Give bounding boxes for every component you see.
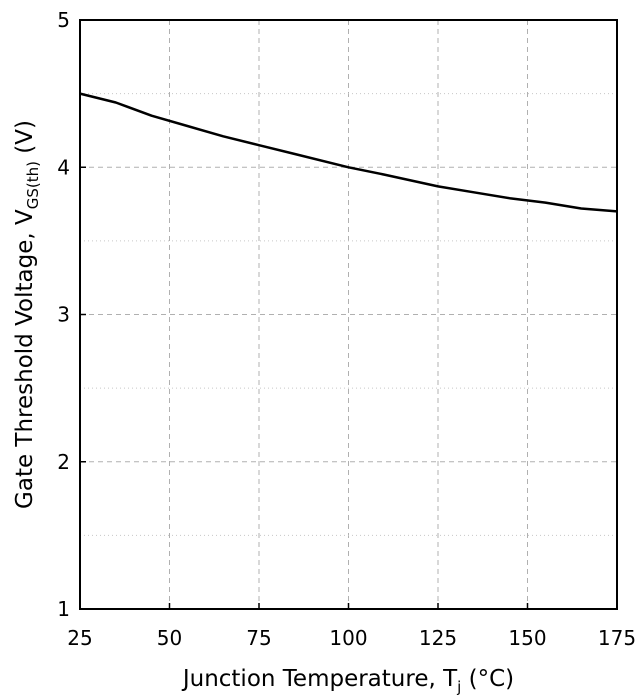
y-tick-labels: 1 2 3 4 5	[57, 8, 70, 621]
y-tick-label: 1	[57, 597, 70, 621]
series-group	[79, 92, 618, 213]
x-tick-label: 175	[598, 626, 636, 650]
grid	[80, 20, 617, 609]
y-tick-label: 5	[57, 8, 70, 32]
plot-frame	[79, 19, 618, 610]
x-axis-label: Junction Temperature, Tj (°C)	[181, 666, 514, 696]
y-tick-label: 2	[57, 450, 70, 474]
x-tick-label: 50	[157, 626, 182, 650]
x-tick-label: 25	[67, 626, 92, 650]
series-line	[79, 92, 618, 213]
x-tick-label: 150	[508, 626, 546, 650]
y-tick-label: 3	[57, 303, 70, 327]
x-tick-label: 125	[419, 626, 457, 650]
x-tick-label: 75	[246, 626, 271, 650]
x-tick-label: 100	[329, 626, 367, 650]
y-axis-label: Gate Threshold Voltage, VGS(th) (V)	[12, 120, 42, 509]
y-tick-label: 4	[57, 155, 70, 179]
tick-marks	[79, 19, 618, 610]
x-tick-labels: 25 50 75 100 125 150 175	[67, 626, 636, 650]
